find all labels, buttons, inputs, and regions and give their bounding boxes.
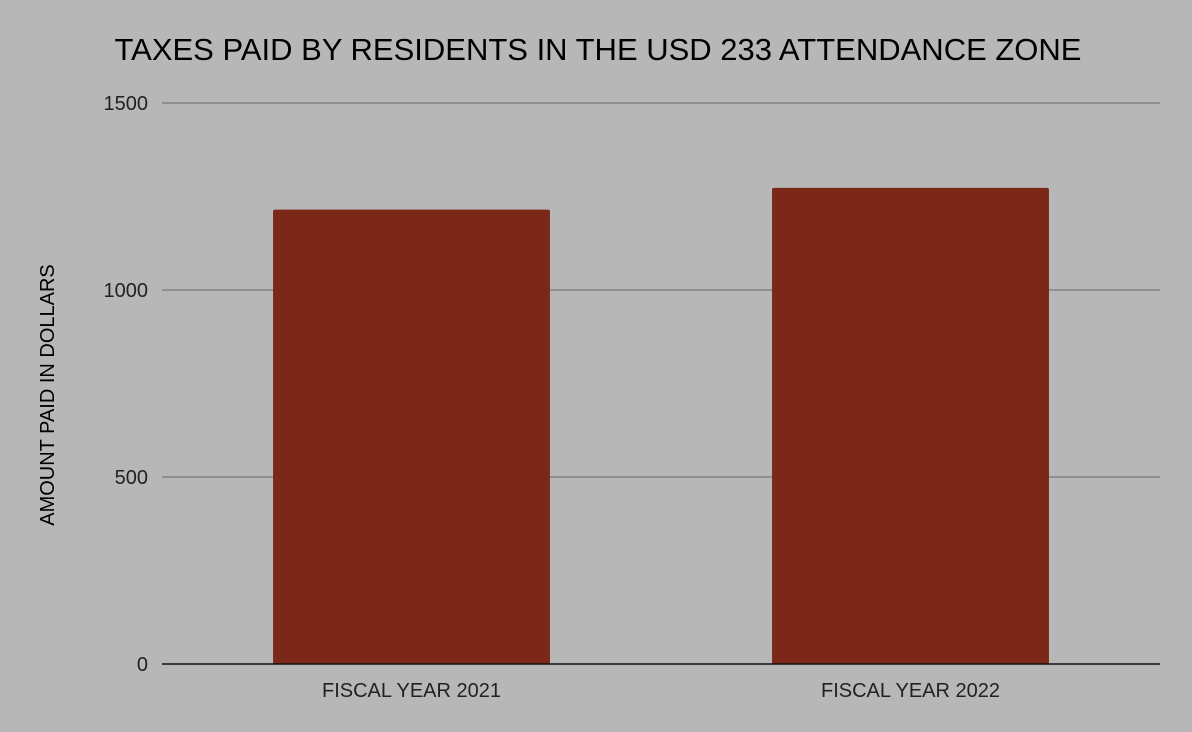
y-tick-labels: 0 500 1000 1500: [104, 93, 149, 676]
chart-title: TAXES PAID BY RESIDENTS IN THE USD 233 A…: [115, 32, 1082, 67]
bars: [273, 187, 1049, 664]
bar-2: [772, 187, 1049, 664]
x-tick-label: FISCAL YEAR 2022: [821, 680, 1000, 702]
y-tick-label: 500: [115, 467, 148, 489]
y-tick-label: 0: [137, 654, 148, 676]
y-tick-label: 1000: [104, 280, 149, 302]
bar-1: [273, 209, 550, 664]
y-tick-label: 1500: [104, 93, 149, 115]
x-tick-label: FISCAL YEAR 2021: [322, 680, 501, 702]
y-axis-label: AMOUNT PAID IN DOLLARS: [37, 264, 59, 526]
x-tick-labels: FISCAL YEAR 2021 FISCAL YEAR 2022: [322, 680, 1000, 702]
